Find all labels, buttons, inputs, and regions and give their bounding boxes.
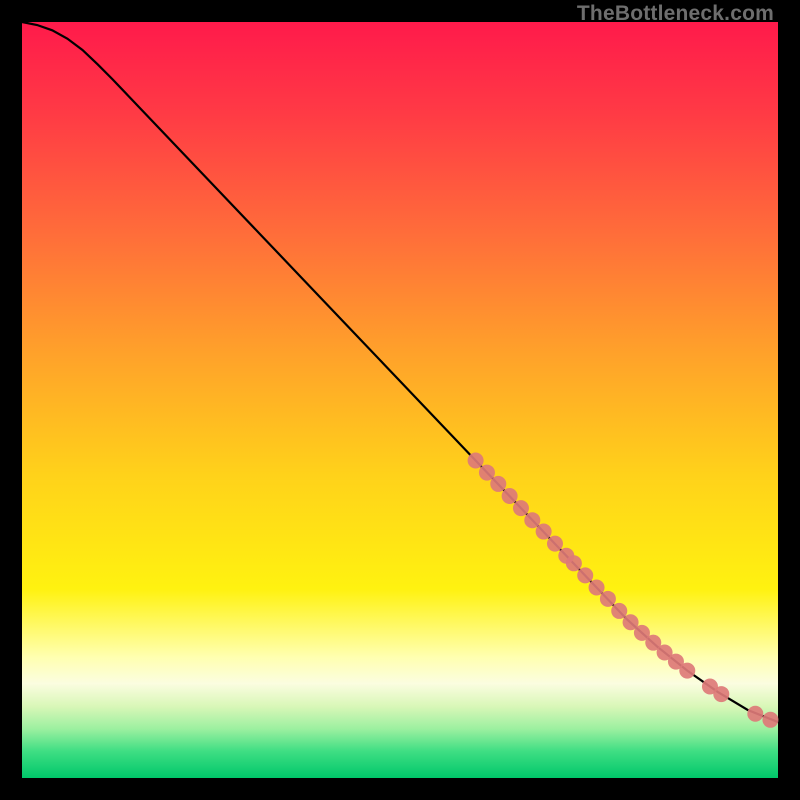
data-marker — [536, 524, 552, 540]
data-markers — [468, 452, 779, 727]
data-marker — [468, 452, 484, 468]
data-marker — [547, 536, 563, 552]
data-marker — [713, 686, 729, 702]
data-marker — [747, 706, 763, 722]
watermark-text: TheBottleneck.com — [577, 2, 774, 26]
data-marker — [600, 591, 616, 607]
data-marker — [490, 476, 506, 492]
data-marker — [524, 512, 540, 528]
data-marker — [566, 555, 582, 571]
data-marker — [577, 567, 593, 583]
chart-svg — [22, 22, 778, 778]
outer-frame: TheBottleneck.com — [0, 0, 800, 800]
data-marker — [513, 500, 529, 516]
data-marker — [479, 465, 495, 481]
curve-line — [22, 22, 778, 722]
data-marker — [589, 579, 605, 595]
data-marker — [611, 603, 627, 619]
data-marker — [679, 663, 695, 679]
data-marker — [502, 488, 518, 504]
plot-area — [22, 22, 778, 778]
data-marker — [762, 712, 778, 728]
